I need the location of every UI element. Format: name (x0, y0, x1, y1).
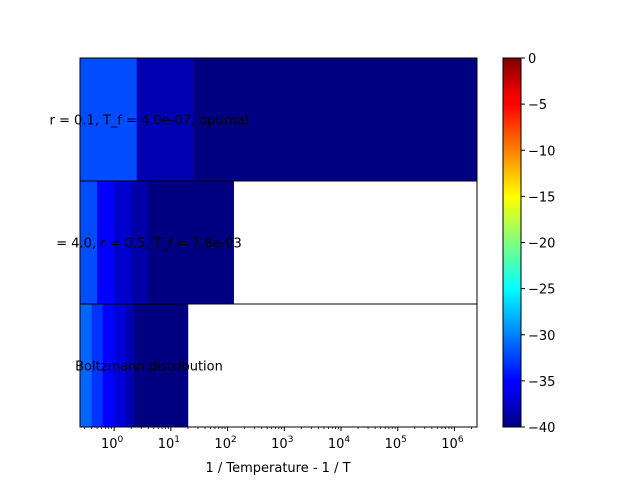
colorbar-tick-label-8: −40 (528, 421, 555, 436)
heatmap-cell-r2-c2 (102, 304, 115, 427)
x-axis-label: 1 / Temperature - 1 / T (205, 461, 350, 476)
row-label-2: Boltzmann distribution (75, 360, 223, 375)
colorbar-tick-label-7: −35 (528, 375, 555, 390)
x-tick-label-2: 102 (214, 435, 236, 452)
heatmap-cell-r2-c5 (133, 304, 189, 427)
heatmap-cell-r1-c1 (97, 181, 115, 304)
heatmap-cell-r1-c4 (148, 181, 234, 304)
x-tick-label-6: 106 (441, 435, 464, 452)
heatmap-cell-r1-c3 (131, 181, 149, 304)
heatmap-cell-r0-c1 (136, 58, 194, 181)
x-tick-label-1: 101 (158, 435, 180, 452)
heatmap-cell-r0-c2 (193, 58, 478, 181)
heatmap-cell-r1-c2 (114, 181, 132, 304)
colorbar-tick-label-0: 0 (528, 52, 536, 67)
heatmap-cell-r2-c0 (80, 304, 92, 427)
heatmap-cell-r2-c4 (125, 304, 134, 427)
heatmap-cell-r2-c1 (91, 304, 104, 427)
heatmap-cells (80, 58, 478, 427)
x-tick-label-3: 103 (271, 435, 293, 452)
heatmap-cell-r2-c3 (114, 304, 127, 427)
colorbar-tick-label-5: −25 (528, 283, 555, 298)
colorbar-ticks: 0 −5 −10 −15 −20 −25 −30 −35 −40 (521, 52, 555, 436)
colorbar-tick-label-3: −15 (528, 190, 555, 205)
colorbar-gradient (502, 57, 522, 428)
colorbar-tick-label-4: −20 (528, 237, 555, 252)
x-axis: 100 101 102 103 104 105 106 (84, 427, 472, 452)
heatmap-cell-r1-c0 (80, 181, 98, 304)
x-tick-label-0: 100 (101, 435, 124, 452)
row-label-1: = 4.0, r = 0.5, T_f = 7.8e-03 (56, 237, 242, 252)
colorbar (502, 57, 522, 428)
row-labels: r = 0.1, T_f = 4.0e-07, optimal = 4.0, r … (50, 114, 249, 375)
colorbar-tick-label-2: −10 (528, 144, 555, 159)
x-tick-label-5: 105 (385, 435, 407, 452)
x-tick-label-4: 104 (328, 435, 351, 452)
row-label-0: r = 0.1, T_f = 4.0e-07, optimal (50, 114, 249, 129)
colorbar-tick-label-6: −30 (528, 329, 555, 344)
colorbar-tick-label-1: −5 (528, 98, 547, 113)
heatmap-cell-r0-c0 (80, 58, 138, 181)
